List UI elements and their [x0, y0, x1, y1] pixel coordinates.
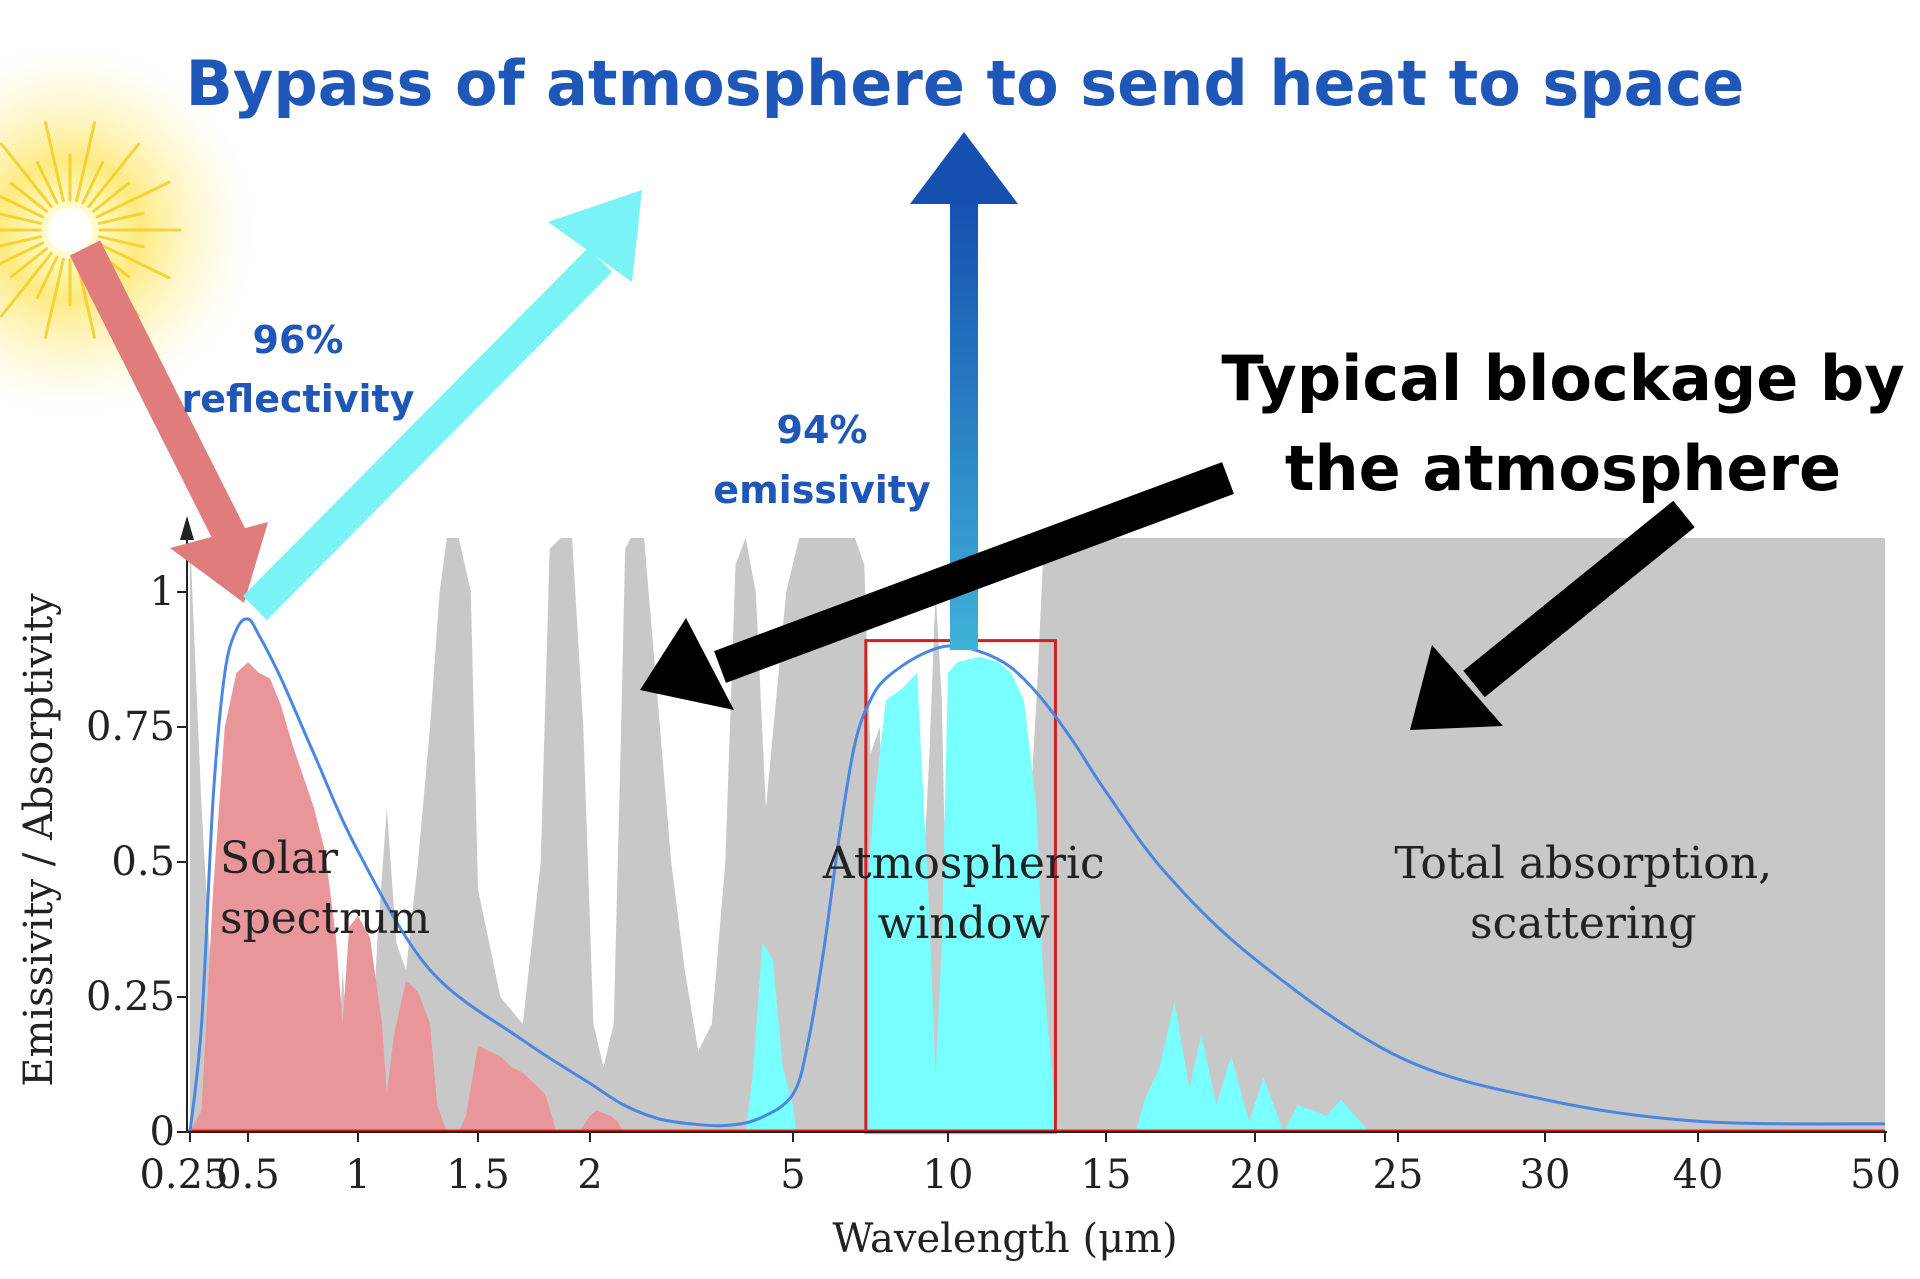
- annotation-text: scattering: [1470, 898, 1696, 949]
- emissivity-word: emissivity: [713, 468, 931, 512]
- sun-ray: [0, 251, 53, 318]
- emissivity-curve: [188, 617, 1886, 1133]
- sun-ray: [9, 247, 49, 279]
- sun-ray: [0, 142, 53, 209]
- sun-ray: [0, 241, 45, 266]
- sun-ray: [35, 160, 59, 205]
- x-tick-label: 25: [1373, 1152, 1424, 1198]
- sun-ray: [81, 160, 105, 205]
- sun-ray: [95, 241, 171, 280]
- x-tick-label: 30: [1520, 1152, 1571, 1198]
- annotation-text: Solar: [220, 833, 339, 884]
- blockage-title-line1: Typical blockage by: [1221, 342, 1904, 415]
- sunlight-arrow-icon: [69, 240, 268, 603]
- reflectivity-word: reflectivity: [182, 377, 415, 421]
- y-tick-label: 0: [150, 1109, 175, 1155]
- annotation-text: window: [878, 898, 1051, 949]
- y-tick-label: 0.5: [111, 839, 175, 885]
- x-tick-label: 2: [577, 1152, 602, 1198]
- annotation-text: Atmospheric: [822, 838, 1105, 889]
- x-tick-label: 0.25: [139, 1152, 228, 1198]
- y-axis-label: Emissivity / Absorptivity: [16, 593, 62, 1087]
- blockage-arrow-icon: [640, 462, 1695, 730]
- sun-ray: [0, 235, 43, 248]
- x-tick-label: 15: [1081, 1152, 1132, 1198]
- y-tick-label: 1: [150, 569, 175, 615]
- sun-ray: [0, 194, 45, 219]
- atmospheric-window-area: [745, 656, 1370, 1132]
- sun-ray: [95, 180, 171, 219]
- sun-ray: [9, 181, 49, 213]
- x-tick-label: 10: [923, 1152, 974, 1198]
- sun-ray: [44, 257, 65, 339]
- y-tick-label: 0.75: [86, 704, 175, 750]
- reflection-arrow-icon: [242, 190, 642, 620]
- x-tick-label: 40: [1673, 1152, 1724, 1198]
- sun-ray: [0, 212, 43, 225]
- sun-ray: [35, 255, 59, 300]
- y-tick-label: 0.25: [86, 974, 175, 1020]
- sun-ray: [75, 121, 96, 203]
- axes: 0.250.5 1 1.5 2 5 10 15 20 25 30 40 50 00.250.50.75…: [86, 516, 1901, 1198]
- sun-ray: [97, 211, 145, 225]
- y-axis-arrowhead: [180, 516, 194, 540]
- reflectivity-percent: 96%: [253, 318, 344, 362]
- x-tick-label: 50: [1850, 1152, 1901, 1198]
- blockage-title-line2: the atmosphere: [1285, 432, 1841, 505]
- sun-ray: [87, 142, 141, 209]
- x-tick-label: 1.5: [446, 1152, 510, 1198]
- sun-icon: [0, 30, 270, 430]
- x-tick-label: 5: [780, 1152, 805, 1198]
- x-tick-label: 1: [345, 1152, 370, 1198]
- x-tick-label: 0.5: [216, 1152, 280, 1198]
- emissivity-percent: 94%: [777, 408, 868, 452]
- sun-ray: [97, 235, 145, 249]
- x-axis-label: Wavelength (μm): [832, 1216, 1177, 1262]
- x-tick-label: 20: [1230, 1152, 1281, 1198]
- headline: Bypass of atmosphere to send heat to spa…: [186, 47, 1745, 120]
- annotation-text: Total absorption,: [1394, 838, 1772, 889]
- sun-ray: [91, 181, 131, 213]
- solar-spectrum-area: [190, 662, 624, 1132]
- annotation-text: spectrum: [220, 893, 430, 944]
- sun-ray: [44, 121, 65, 203]
